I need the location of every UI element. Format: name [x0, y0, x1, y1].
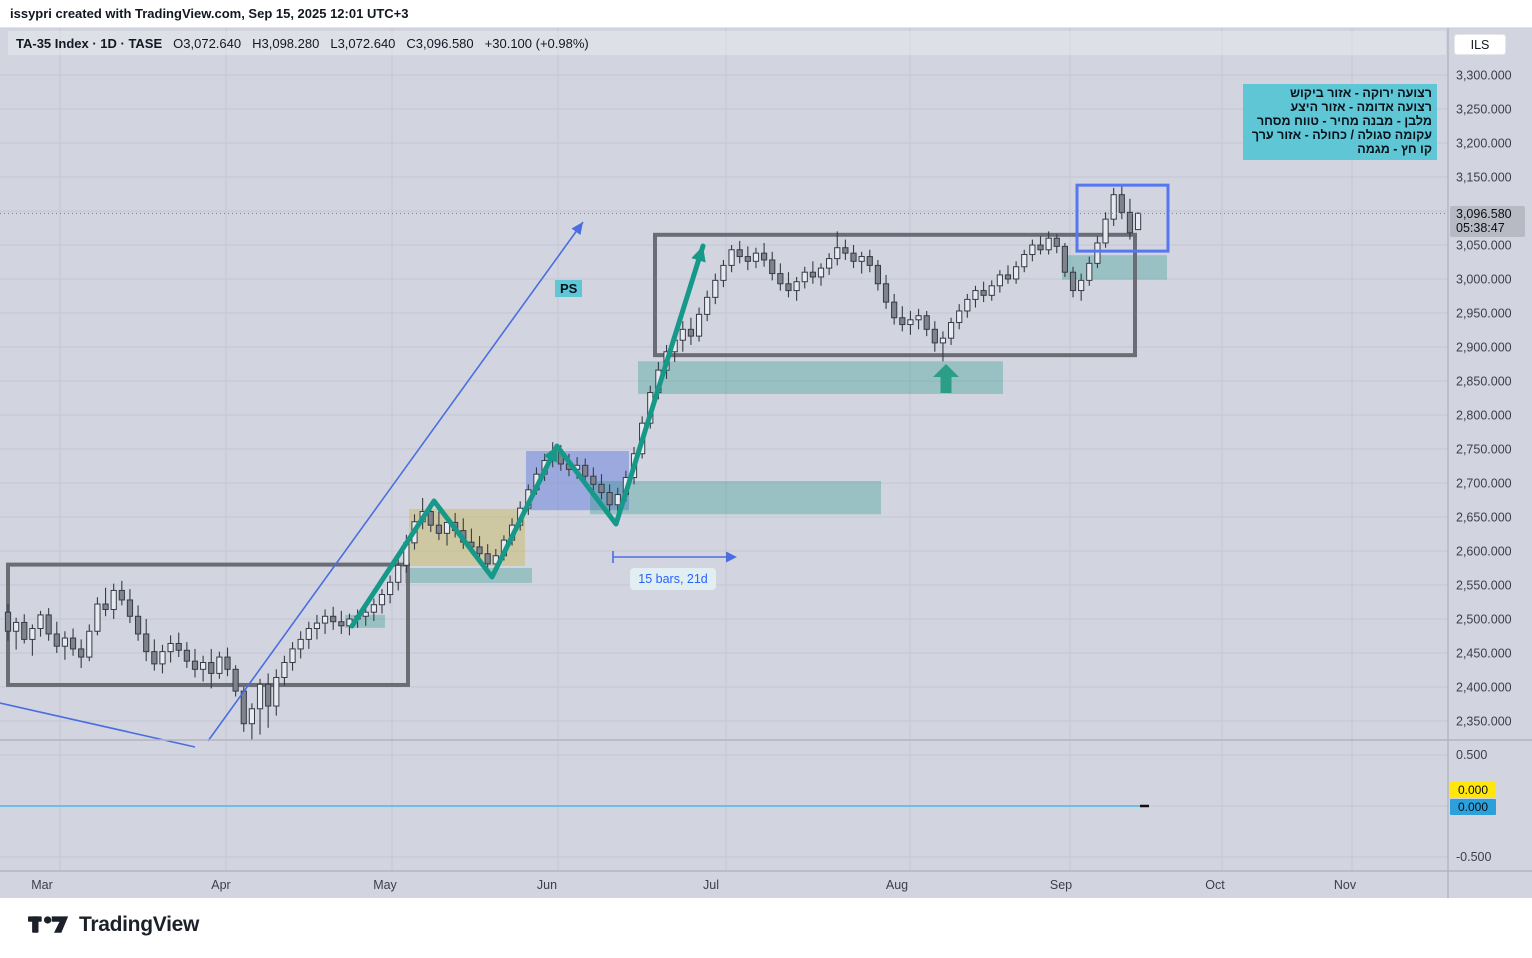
- price-tick-label: 2,400.000: [1456, 681, 1512, 695]
- price-tick-label: 2,650.000: [1456, 511, 1512, 525]
- month-label[interactable]: Aug: [886, 878, 908, 892]
- ps-text-label[interactable]: PS: [555, 280, 583, 297]
- annotation-line: מלבן - מבנה מחיר - טווח מסחר: [1256, 113, 1432, 128]
- chart-background: [0, 28, 1532, 898]
- trading-range-july[interactable]: [653, 232, 1137, 358]
- tradingview-logo[interactable]: TradingView: [28, 912, 199, 938]
- last-price-badge[interactable]: 3,096.580 05:38:47: [1450, 206, 1525, 237]
- price-tick-label: 2,950.000: [1456, 307, 1512, 321]
- demand-band-september[interactable]: [1062, 255, 1167, 280]
- annotation-line: עקומה סגולה / כחולה - אזור ערך: [1251, 127, 1432, 142]
- price-tick-label: 2,900.000: [1456, 341, 1512, 355]
- month-label[interactable]: Apr: [211, 878, 230, 892]
- price-tick-label: 2,600.000: [1456, 545, 1512, 559]
- indicator-value-badge-yellow: 0.000: [1450, 782, 1496, 798]
- zones: [345, 255, 1167, 628]
- indicator-tick-labels: 0.500 -0.500: [1456, 748, 1491, 864]
- time-axis-labels: Mar Apr May Jun Jul Aug Sep Oct Nov: [31, 878, 1357, 892]
- annotation-line: קו חץ - מגמה: [1357, 141, 1432, 156]
- price-tick-label: 2,500.000: [1456, 613, 1512, 627]
- price-tick-label: 3,150.000: [1456, 171, 1512, 185]
- price-tick-label: 2,550.000: [1456, 579, 1512, 593]
- breakout-box-september[interactable]: [1075, 183, 1170, 253]
- price-tick-label: 2,350.000: [1456, 715, 1512, 729]
- month-label[interactable]: Nov: [1334, 878, 1357, 892]
- indicator-value-badge-blue: 0.000: [1450, 799, 1496, 815]
- demand-band-may[interactable]: [405, 568, 532, 583]
- month-label[interactable]: Sep: [1050, 878, 1072, 892]
- month-label[interactable]: May: [373, 878, 397, 892]
- price-tick-label: 3,000.000: [1456, 273, 1512, 287]
- price-tick-label: 3,300.000: [1456, 69, 1512, 83]
- ohlc-change: +30.100 (+0.98%): [484, 35, 589, 51]
- month-label[interactable]: Mar: [31, 878, 53, 892]
- annotation-line: רצועה ירוקה - אזור ביקוש: [1289, 86, 1432, 100]
- tradingview-logo-text: TradingView: [79, 913, 200, 936]
- month-label[interactable]: Jun: [537, 878, 557, 892]
- up-arrow-marker[interactable]: [933, 364, 959, 393]
- price-tick-label: 2,800.000: [1456, 409, 1512, 423]
- demand-band-june[interactable]: [590, 480, 881, 515]
- annotation-line: רצועה אדומה - אזור היצע: [1290, 99, 1432, 114]
- last-price-value: 3,096.580: [1456, 207, 1512, 221]
- range-structure-may[interactable]: [409, 508, 525, 566]
- currency-button[interactable]: ILS: [1454, 34, 1506, 55]
- ohlc-high: H3,098.280: [252, 35, 320, 51]
- price-tick-label: 2,700.000: [1456, 477, 1512, 491]
- indicator-tick-label: -0.500: [1456, 850, 1491, 864]
- ohlc-close: C3,096.580: [406, 35, 474, 51]
- price-tick-labels: 3,300.000 3,250.000 3,200.000 3,150.000 3,05…: [1456, 69, 1512, 729]
- bars-count-label[interactable]: 15 bars, 21d: [630, 568, 716, 590]
- price-tick-label: 2,850.000: [1456, 375, 1512, 389]
- symbol-title[interactable]: TA-35 Index · 1D · TASE: [16, 35, 163, 51]
- price-tick-label: 2,750.000: [1456, 443, 1512, 457]
- attribution-text: issypri created with TradingView.com, Se…: [10, 6, 409, 21]
- month-label[interactable]: Jul: [703, 878, 719, 892]
- price-tick-label: 3,050.000: [1456, 239, 1512, 253]
- pane-separators: [0, 27, 1532, 898]
- ohlc-open: O3,072.640: [173, 35, 242, 51]
- bar-countdown: 05:38:47: [1456, 221, 1505, 235]
- price-tick-label: 3,200.000: [1456, 137, 1512, 151]
- price-tick-label: 3,250.000: [1456, 103, 1512, 117]
- indicator-tick-label: 0.500: [1456, 748, 1487, 762]
- price-axis[interactable]: [1448, 28, 1532, 898]
- annotation-note[interactable]: רצועה ירוקה - אזור ביקוש רצועה אדומה - א…: [1243, 84, 1437, 160]
- measure-arrow: [612, 551, 737, 563]
- trend-zigzag: [349, 243, 706, 629]
- grid: [0, 28, 1448, 871]
- ohlc-low: L3,072.640: [330, 35, 396, 51]
- price-tick-label: 2,450.000: [1456, 647, 1512, 661]
- tradingview-logo-icon: [28, 916, 69, 933]
- symbol-legend[interactable]: TA-35 Index · 1D · TASE O3,072.640 H3,09…: [16, 33, 589, 53]
- legend-strip: [8, 31, 1446, 55]
- month-label[interactable]: Oct: [1205, 878, 1225, 892]
